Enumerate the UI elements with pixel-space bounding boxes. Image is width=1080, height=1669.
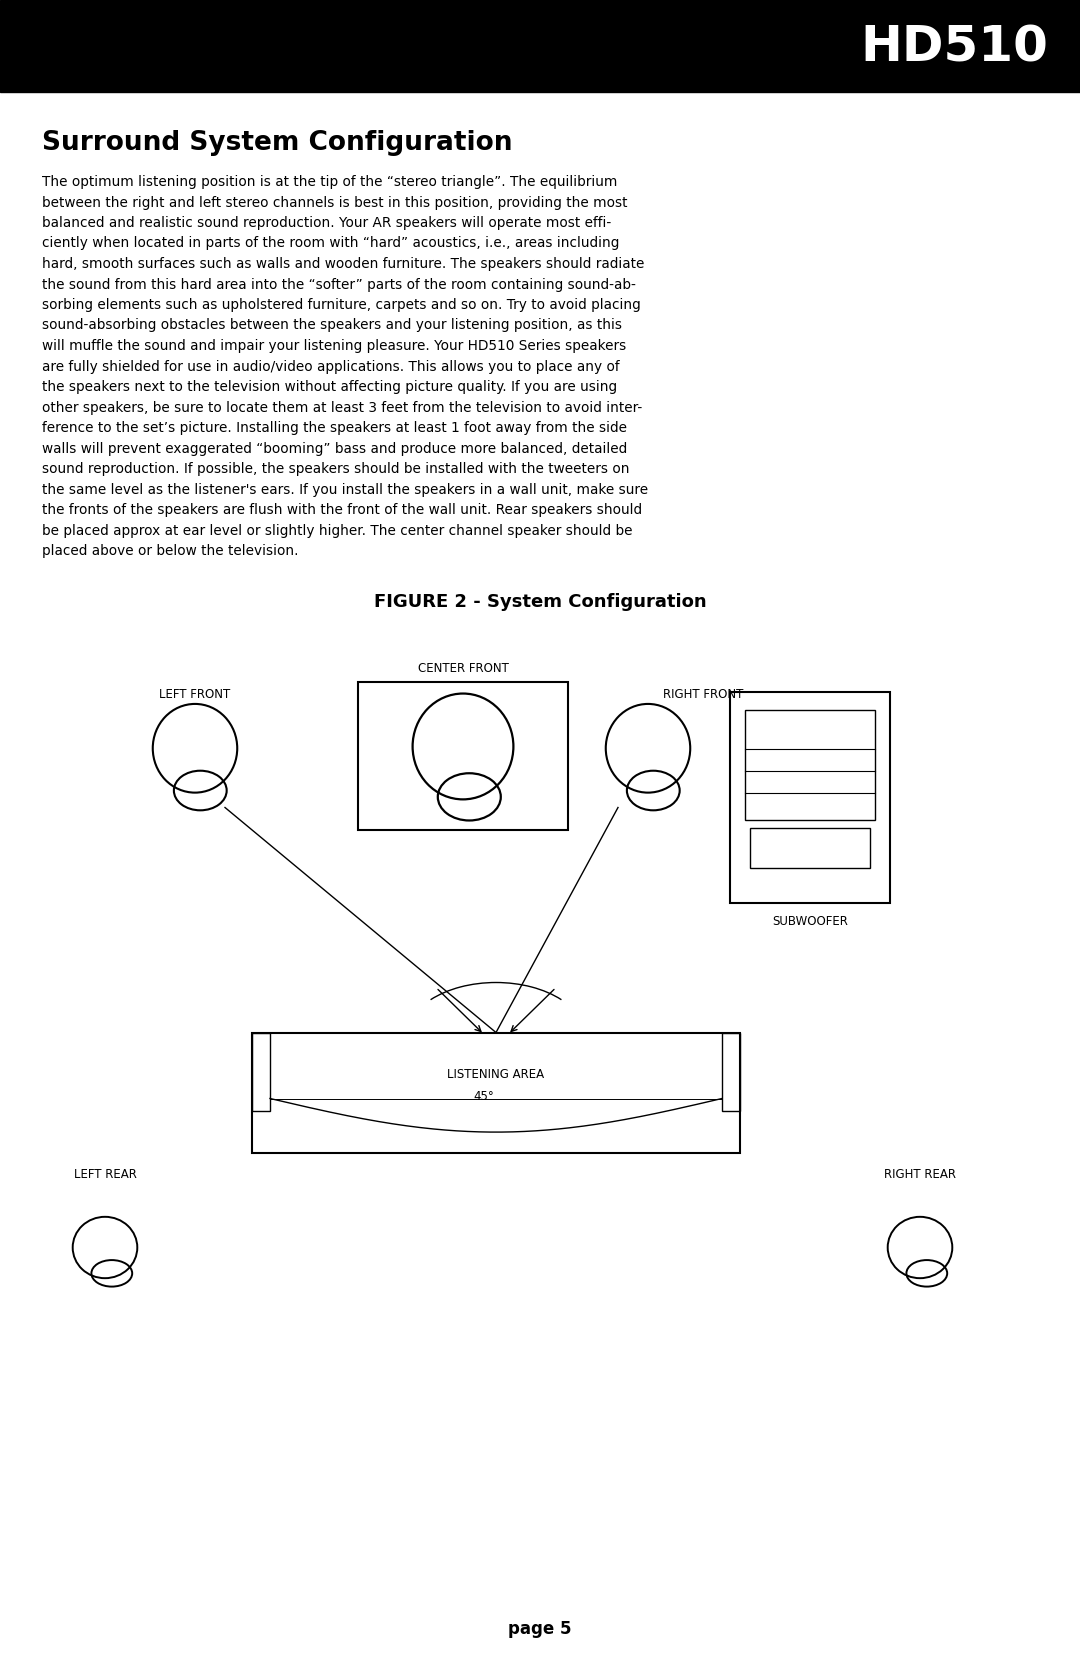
Text: between the right and left stereo channels is best in this position, providing t: between the right and left stereo channe… [42, 195, 627, 210]
Text: the same level as the listener's ears. If you install the speakers in a wall uni: the same level as the listener's ears. I… [42, 482, 648, 496]
Text: ciently when located in parts of the room with “hard” acoustics, i.e., areas inc: ciently when located in parts of the roo… [42, 237, 619, 250]
Text: ference to the set’s picture. Installing the speakers at least 1 foot away from : ference to the set’s picture. Installing… [42, 421, 627, 436]
Text: LEFT FRONT: LEFT FRONT [160, 688, 231, 701]
Bar [357, 683, 568, 831]
Text: LEFT REAR: LEFT REAR [73, 1168, 136, 1180]
Text: Surround System Configuration: Surround System Configuration [42, 130, 513, 155]
Text: RIGHT FRONT: RIGHT FRONT [663, 688, 743, 701]
Bar [750, 828, 870, 868]
Text: other speakers, be sure to locate them at least 3 feet from the television to av: other speakers, be sure to locate them a… [42, 401, 643, 414]
Text: LISTENING AREA: LISTENING AREA [447, 1068, 544, 1082]
Text: balanced and realistic sound reproduction. Your AR speakers will operate most ef: balanced and realistic sound reproductio… [42, 215, 611, 230]
Text: placed above or below the television.: placed above or below the television. [42, 544, 298, 557]
Bar [252, 1033, 270, 1110]
Text: the sound from this hard area into the “softer” parts of the room containing sou: the sound from this hard area into the “… [42, 277, 636, 292]
Text: FIGURE 2 - System Configuration: FIGURE 2 - System Configuration [374, 592, 706, 611]
Text: 45°: 45° [474, 1090, 495, 1103]
Bar [0, 0, 1080, 92]
Text: the speakers next to the television without affecting picture quality. If you ar: the speakers next to the television with… [42, 381, 617, 394]
Bar [730, 693, 890, 903]
Text: The optimum listening position is at the tip of the “stereo triangle”. The equil: The optimum listening position is at the… [42, 175, 618, 189]
Bar [723, 1033, 740, 1110]
Text: sound-absorbing obstacles between the speakers and your listening position, as t: sound-absorbing obstacles between the sp… [42, 319, 622, 332]
Text: SUBWOOFER: SUBWOOFER [772, 915, 848, 928]
Text: be placed approx at ear level or slightly higher. The center channel speaker sho: be placed approx at ear level or slightl… [42, 524, 633, 537]
Text: sound reproduction. If possible, the speakers should be installed with the tweet: sound reproduction. If possible, the spe… [42, 462, 630, 476]
Text: will muffle the sound and impair your listening pleasure. Your HD510 Series spea: will muffle the sound and impair your li… [42, 339, 626, 354]
Text: hard, smooth surfaces such as walls and wooden furniture. The speakers should ra: hard, smooth surfaces such as walls and … [42, 257, 645, 270]
Text: walls will prevent exaggerated “booming” bass and produce more balanced, detaile: walls will prevent exaggerated “booming”… [42, 442, 627, 456]
Text: are fully shielded for use in audio/video applications. This allows you to place: are fully shielded for use in audio/vide… [42, 359, 620, 374]
Text: HD510: HD510 [860, 23, 1048, 72]
Text: sorbing elements such as upholstered furniture, carpets and so on. Try to avoid : sorbing elements such as upholstered fur… [42, 299, 640, 312]
Bar [745, 711, 875, 821]
Text: the fronts of the speakers are flush with the front of the wall unit. Rear speak: the fronts of the speakers are flush wit… [42, 502, 643, 517]
Text: page 5: page 5 [509, 1621, 571, 1637]
Text: RIGHT REAR: RIGHT REAR [885, 1168, 956, 1180]
Bar [252, 1033, 740, 1153]
Text: CENTER FRONT: CENTER FRONT [418, 661, 509, 674]
